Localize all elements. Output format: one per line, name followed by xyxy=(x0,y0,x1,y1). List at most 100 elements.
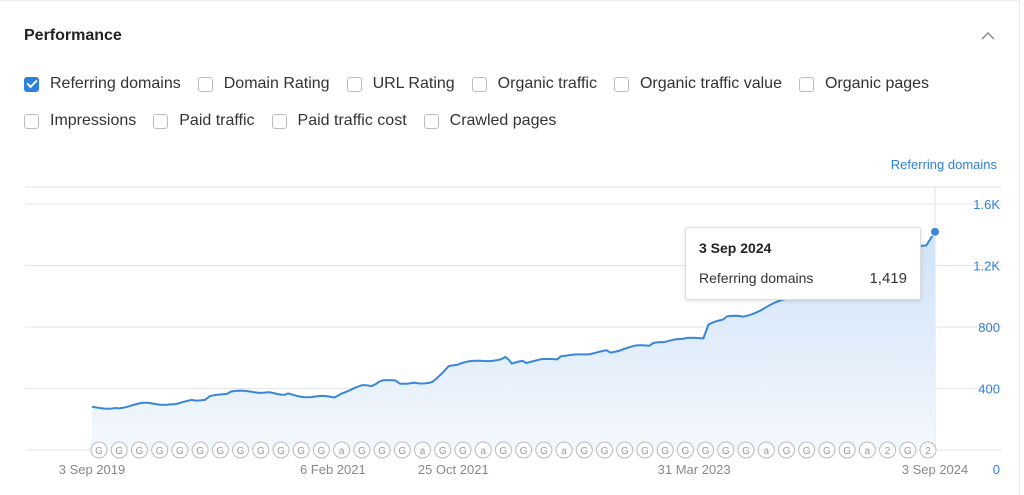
checkbox[interactable] xyxy=(197,76,213,92)
annotation-label: 2 xyxy=(925,446,931,457)
annotation-label: 2 xyxy=(885,446,891,457)
annotation-label: a xyxy=(865,446,871,457)
annotation-marker xyxy=(575,441,593,459)
metric-referring-domains[interactable]: Referring domains xyxy=(24,73,181,95)
annotation-label: G xyxy=(520,446,528,457)
metric-label: Paid traffic cost xyxy=(297,112,407,129)
annotation-marker xyxy=(272,441,290,459)
tooltip-value: 1,419 xyxy=(869,270,907,287)
annotation-label: G xyxy=(115,446,123,457)
metric-organic-traffic[interactable]: Organic traffic xyxy=(471,73,597,95)
y-tick-label: 400 xyxy=(978,382,1000,397)
annotation-marker xyxy=(919,441,937,459)
checkbox[interactable] xyxy=(346,76,362,92)
annotation-label: G xyxy=(459,446,467,457)
metric-label: Organic traffic value xyxy=(639,75,782,92)
highlight-point xyxy=(930,226,940,237)
annotation-label: a xyxy=(763,446,769,457)
annotation-label: a xyxy=(480,446,486,457)
metric-organic-pages[interactable]: Organic pages xyxy=(798,73,929,95)
annotation-marker xyxy=(616,441,634,459)
annotation-marker xyxy=(636,441,654,459)
annotation-marker xyxy=(656,441,674,459)
metric-label: Referring domains xyxy=(50,75,181,92)
annotation-marker xyxy=(838,441,856,459)
checkbox[interactable] xyxy=(798,76,814,92)
annotation-label: G xyxy=(580,446,588,457)
annotation-label: G xyxy=(398,446,406,457)
annotation-label: G xyxy=(540,446,548,457)
y-tick-label: 0 xyxy=(993,462,1000,477)
annotation-label: G xyxy=(95,446,103,457)
chevron-up-icon[interactable] xyxy=(978,26,998,46)
annotation-label: G xyxy=(136,446,144,457)
annotation-marker xyxy=(211,441,229,459)
annotation-label: G xyxy=(277,446,285,457)
annotation-label: G xyxy=(601,446,609,457)
metric-paid-traffic[interactable]: Paid traffic xyxy=(153,110,255,132)
annotation-marker xyxy=(292,441,310,459)
annotation-label: a xyxy=(339,446,345,457)
annotation-label: G xyxy=(216,446,224,457)
checkbox[interactable] xyxy=(423,113,439,129)
checkbox[interactable] xyxy=(24,113,39,129)
annotation-marker xyxy=(414,441,432,459)
metric-label: Organic traffic xyxy=(497,75,597,92)
annotation-marker xyxy=(676,441,694,459)
metric-label: Paid traffic xyxy=(179,112,255,129)
series-area xyxy=(92,231,935,450)
annotation-marker xyxy=(434,441,452,459)
annotation-marker xyxy=(535,441,553,459)
annotation-marker xyxy=(798,441,816,459)
annotation-label: G xyxy=(702,446,710,457)
annotation-label: G xyxy=(661,446,669,457)
annotation-label: G xyxy=(196,446,204,457)
chart-tooltip: 3 Sep 2024 Referring domains 1,419 xyxy=(685,227,921,300)
annotation-label: G xyxy=(823,446,831,457)
annotation-marker xyxy=(494,441,512,459)
annotation-marker xyxy=(474,441,492,459)
annotation-marker xyxy=(393,441,411,459)
checkbox[interactable] xyxy=(271,113,287,129)
x-tick-label: 31 Mar 2023 xyxy=(658,462,731,477)
metric-organic-traffic-value[interactable]: Organic traffic value xyxy=(613,73,782,95)
x-tick-label: 3 Sep 2019 xyxy=(59,462,126,477)
annotation-label: G xyxy=(439,446,447,457)
annotation-marker xyxy=(333,441,351,459)
x-tick-label: 25 Oct 2021 xyxy=(418,462,489,477)
metric-label: Domain Rating xyxy=(223,75,330,92)
metric-crawled-pages[interactable]: Crawled pages xyxy=(423,110,556,132)
metric-domain-rating[interactable]: Domain Rating xyxy=(197,73,330,95)
y-tick-label: 800 xyxy=(978,320,1000,335)
annotation-marker xyxy=(252,441,270,459)
annotation-label: a xyxy=(420,446,426,457)
metric-impressions[interactable]: Impressions xyxy=(24,110,136,132)
x-tick-label: 3 Sep 2024 xyxy=(902,462,969,477)
annotation-label: G xyxy=(297,446,305,457)
metric-url-rating[interactable]: URL Rating xyxy=(346,73,455,95)
annotation-marker xyxy=(757,441,775,459)
panel-title: Performance xyxy=(24,27,122,44)
checkbox[interactable] xyxy=(613,76,629,92)
metric-label: Impressions xyxy=(50,112,137,129)
metric-label: URL Rating xyxy=(372,75,455,92)
checkbox[interactable] xyxy=(153,113,169,129)
annotation-label: G xyxy=(904,446,912,457)
annotation-marker xyxy=(515,441,533,459)
checkbox[interactable] xyxy=(471,76,487,92)
annotation-label: G xyxy=(237,446,245,457)
y-tick-label: 1.6K xyxy=(973,197,1000,212)
annotation-marker xyxy=(373,441,391,459)
annotation-label: G xyxy=(257,446,265,457)
metric-paid-traffic-cost[interactable]: Paid traffic cost xyxy=(271,110,407,132)
annotation-marker xyxy=(777,441,795,459)
annotation-label: G xyxy=(499,446,507,457)
annotation-label: G xyxy=(843,446,851,457)
annotation-marker xyxy=(232,441,250,459)
tooltip-label: Referring domains xyxy=(699,270,814,286)
annotation-marker xyxy=(353,441,371,459)
annotation-label: G xyxy=(783,446,791,457)
annotation-label: G xyxy=(358,446,366,457)
checkbox[interactable] xyxy=(24,76,39,92)
